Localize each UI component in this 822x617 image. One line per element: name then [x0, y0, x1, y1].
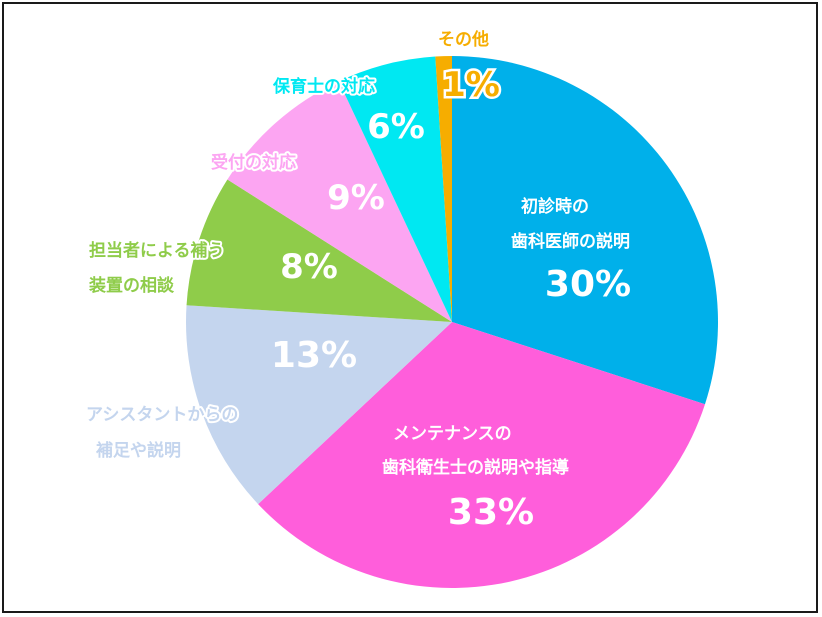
slice-percent-label: 30%: [545, 264, 631, 305]
slice-percent-label: 6%: [367, 107, 425, 147]
pie-slice: [452, 56, 718, 405]
slice-percent-label: 9%: [327, 178, 385, 218]
slice-label: その他: [438, 29, 489, 50]
slice-percent-label: 8%: [280, 247, 338, 287]
pie-slice: [258, 322, 705, 588]
slice-percent-label: 1%: [442, 65, 500, 105]
slice-percent-label: 13%: [271, 335, 357, 376]
slice-percent-label: 33%: [448, 492, 534, 533]
slice-label: 受付の対応: [211, 152, 296, 173]
slice-label: アシスタントからの: [86, 405, 238, 425]
pie-slice: [185, 305, 452, 505]
pie-slice: [227, 81, 452, 322]
pie-slice: [338, 56, 452, 322]
slice-label: 装置の相談: [88, 275, 175, 296]
slice-label: 初診時の: [521, 196, 589, 217]
slice-label: 歯科医師の説明: [511, 231, 630, 252]
pie-slice: [186, 179, 452, 322]
slice-label: メンテナンスの: [393, 424, 512, 444]
slice-label: 歯科衛生士の説明や指導: [382, 457, 569, 478]
slice-label: 補足や説明: [95, 440, 181, 461]
pie-slice: [435, 56, 452, 322]
slice-label: 担当者による補う: [89, 240, 225, 261]
slice-label: 保育士の対応: [272, 76, 375, 97]
